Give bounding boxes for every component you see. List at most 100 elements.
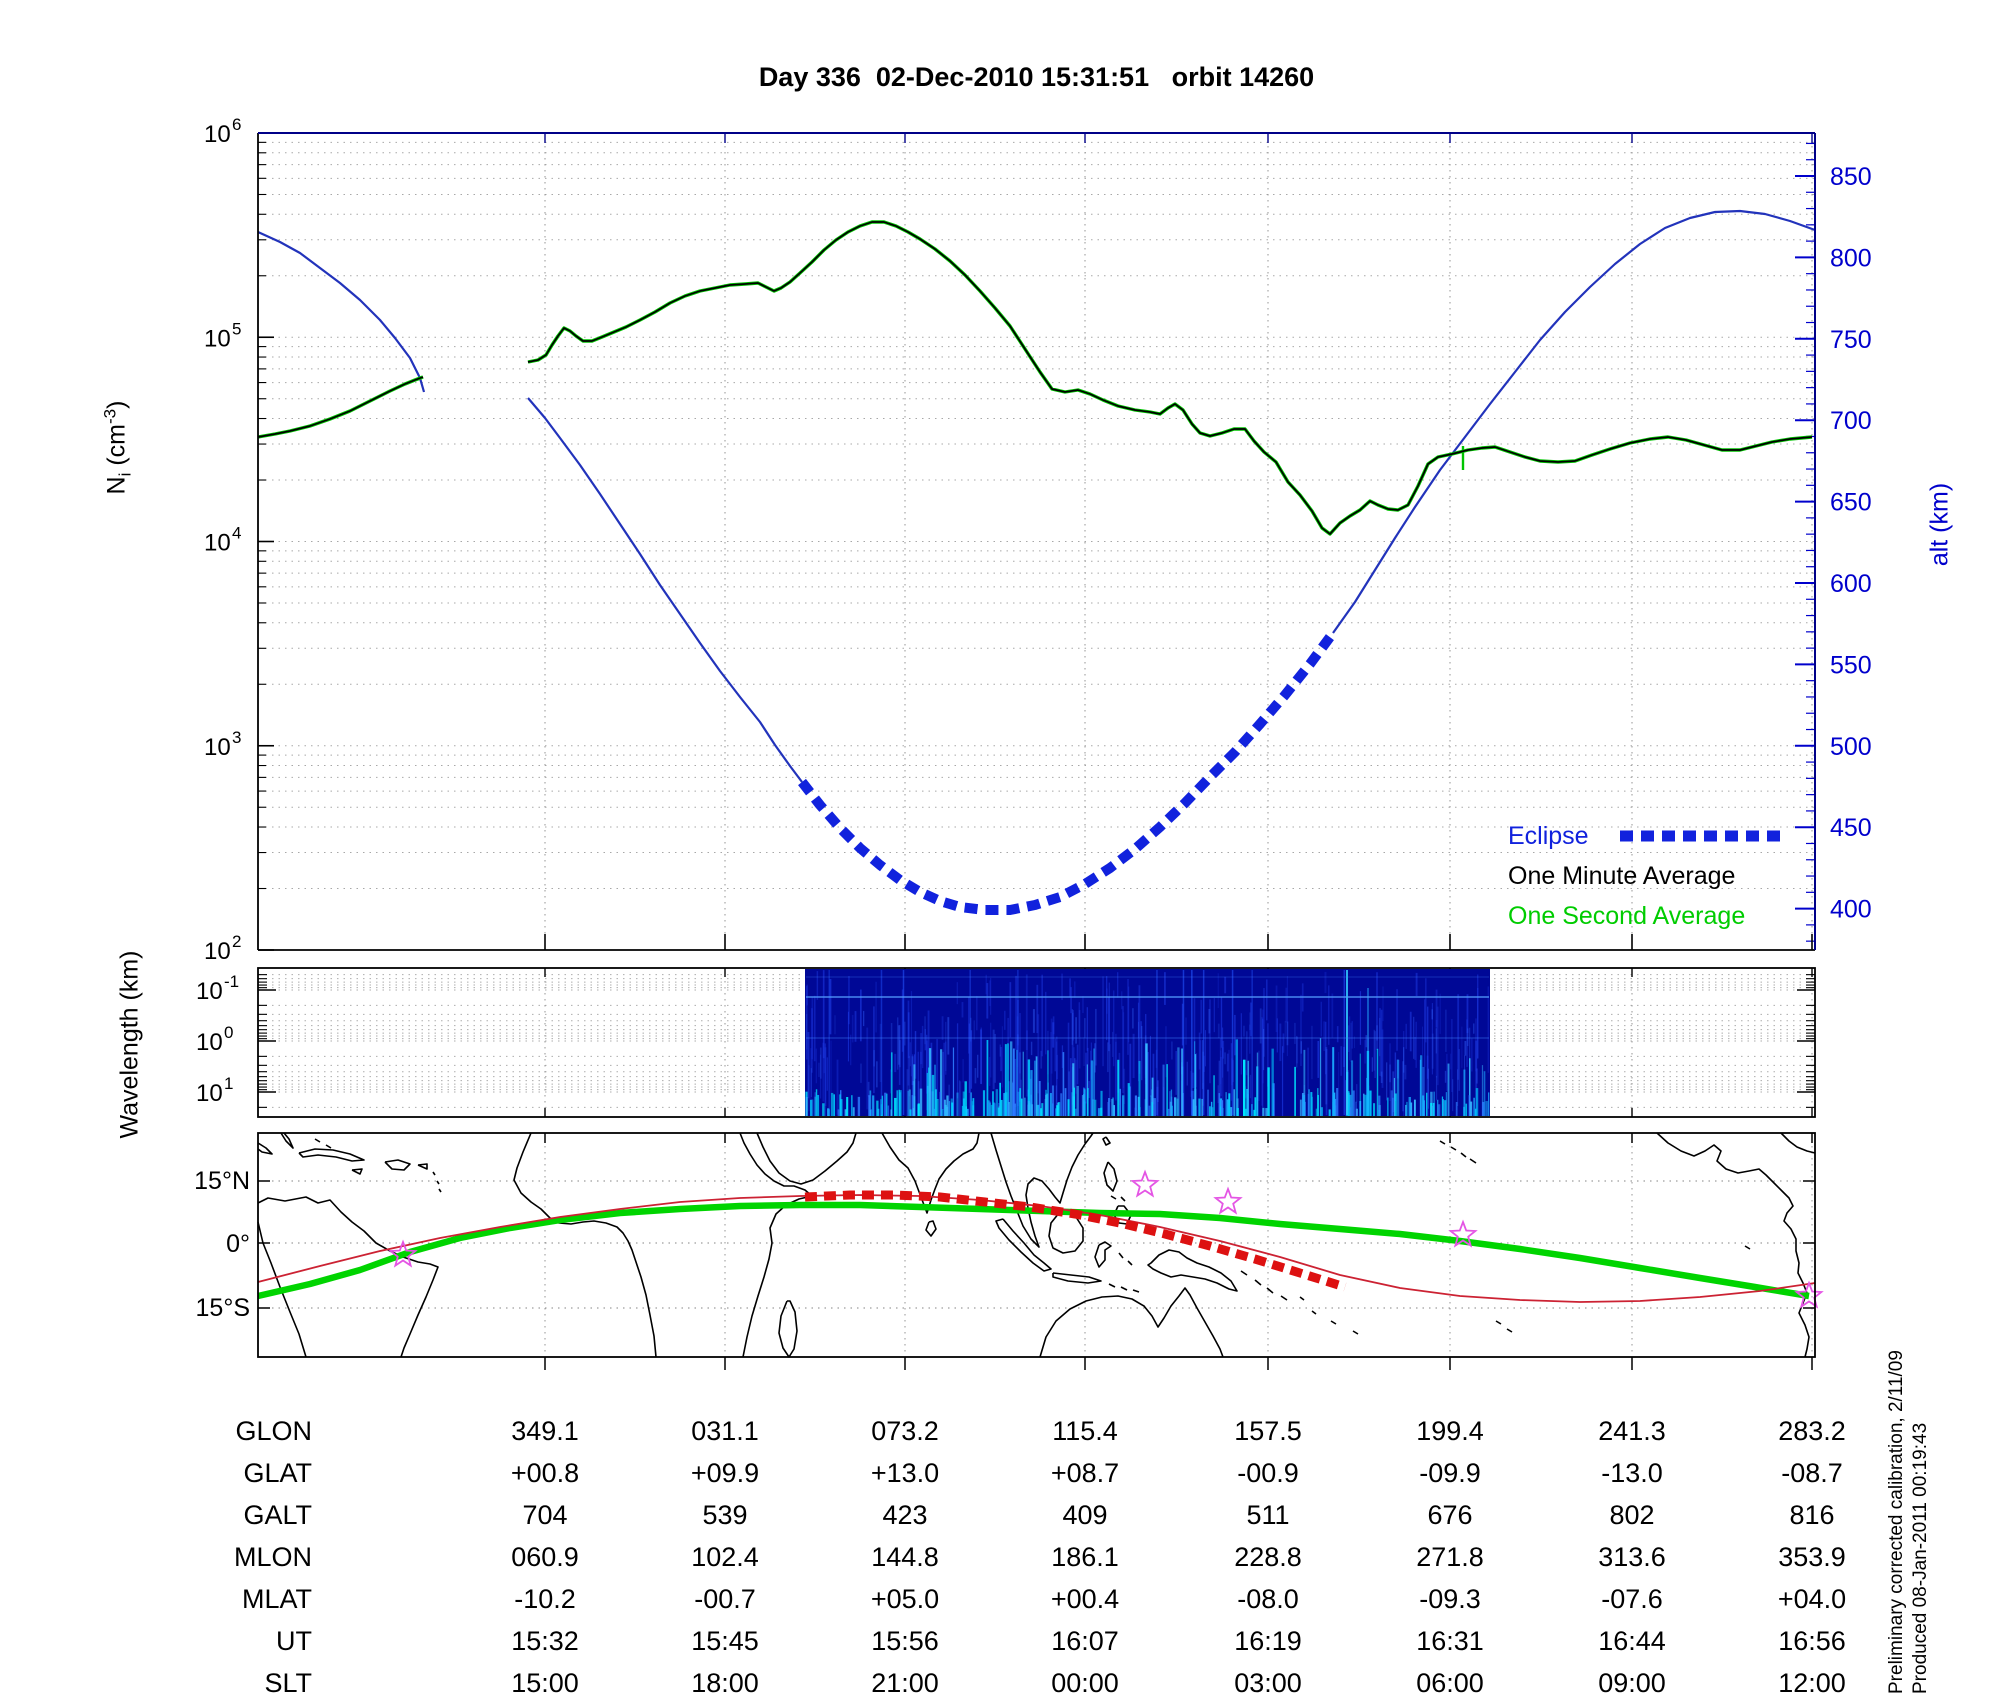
coastline	[1120, 1286, 1128, 1291]
coastline	[513, 1132, 657, 1358]
table-cell-mlon-0: 060.9	[511, 1542, 579, 1572]
table-cell-glat-4: -00.9	[1237, 1458, 1299, 1488]
map-star-marker	[388, 1239, 418, 1268]
coastline	[417, 1163, 428, 1170]
wavelength-tick-label: 10	[196, 1080, 223, 1107]
table-cell-glon-3: 115.4	[1052, 1416, 1118, 1446]
altitude-tick-label: 650	[1830, 489, 1872, 517]
table-cell-ut-3: 16:07	[1051, 1626, 1119, 1656]
coastline	[325, 1144, 332, 1149]
table-row-label-mlon: MLON	[233, 1542, 312, 1572]
table-cell-glat-2: +13.0	[870, 1458, 940, 1488]
coastline	[1147, 1249, 1238, 1292]
altitude-axis-label: alt (km)	[1925, 482, 1954, 567]
calibration-note: Preliminary corrected calibration, 2/11/…	[1886, 1350, 1907, 1694]
density-tick-exponent: 4	[232, 524, 241, 543]
table-cell-ut-6: 16:44	[1598, 1626, 1666, 1656]
legend-one-second-label: One Second Average	[1508, 902, 1746, 930]
table-cell-glon-7: 283.2	[1778, 1416, 1846, 1446]
coastline	[257, 1196, 439, 1358]
table-cell-glat-6: -13.0	[1601, 1458, 1663, 1488]
table-cell-glon-0: 349.1	[511, 1416, 579, 1446]
coastline	[1108, 1283, 1116, 1288]
table-row-label-glon: GLON	[235, 1416, 312, 1446]
coastline	[1103, 1161, 1118, 1192]
wavelength-tick-exponent: 0	[224, 1023, 233, 1042]
table-cell-slt-3: 00:00	[1051, 1668, 1119, 1698]
coastline	[257, 1221, 307, 1358]
coastline	[257, 1142, 273, 1155]
one-second-average-curve	[257, 375, 424, 439]
coastline	[1052, 1272, 1102, 1284]
spectrogram-streaks	[805, 970, 1490, 1116]
coastline	[1127, 1260, 1133, 1266]
coastline	[298, 1148, 365, 1162]
legend-eclipse-label: Eclipse	[1508, 822, 1589, 850]
coastline	[1460, 1152, 1467, 1158]
coastline	[436, 1180, 440, 1185]
table-cell-ut-1: 15:45	[691, 1626, 759, 1656]
table-cell-mlat-3: +00.4	[1050, 1584, 1120, 1614]
legend-eclipse-dash-sample	[1616, 828, 1788, 849]
coastline	[1299, 1296, 1305, 1301]
wavelength-tick-label: 10	[196, 1029, 223, 1056]
table-cell-mlon-3: 186.1	[1051, 1542, 1119, 1572]
coastline	[1240, 1270, 1248, 1276]
altitude-tick-label: 550	[1830, 651, 1872, 679]
table-cell-galt-7: 816	[1789, 1500, 1835, 1530]
table-cell-mlat-6: -07.6	[1601, 1584, 1663, 1614]
table-cell-mlon-4: 228.8	[1234, 1542, 1302, 1572]
one-minute-average-curve	[527, 221, 1813, 535]
density-tick-exponent: 2	[232, 932, 241, 951]
density-tick-exponent: 3	[232, 728, 241, 747]
coastline	[1120, 1196, 1126, 1202]
coastline	[280, 1132, 294, 1149]
table-cell-mlon-1: 102.4	[691, 1542, 759, 1572]
wavelength-axis-label: Wavelength (km)	[115, 950, 144, 1139]
table-cell-glon-5: 199.4	[1416, 1416, 1484, 1446]
altitude-curve	[527, 397, 803, 783]
coastline	[1780, 1132, 1816, 1154]
table-cell-glon-2: 073.2	[871, 1416, 939, 1446]
table-cell-ut-4: 16:19	[1234, 1626, 1302, 1656]
table-cell-mlon-6: 313.6	[1598, 1542, 1666, 1572]
table-cell-galt-6: 802	[1609, 1500, 1655, 1530]
coastline	[1094, 1241, 1112, 1268]
table-cell-galt-0: 704	[522, 1500, 568, 1530]
coastline	[1280, 1295, 1288, 1301]
coastline	[1656, 1132, 1810, 1358]
coastline	[1330, 1320, 1337, 1325]
coastline	[1495, 1320, 1502, 1325]
density-tick-label: 10	[204, 325, 231, 352]
coastline	[1352, 1330, 1359, 1335]
coastline	[1118, 1252, 1124, 1259]
altitude-tick-label: 750	[1830, 326, 1872, 354]
table-row-label-glat: GLAT	[243, 1458, 312, 1488]
map-lat-label-0: 0°	[226, 1230, 250, 1258]
wavelength-tick-exponent: -1	[224, 972, 239, 991]
coastline	[990, 1132, 1094, 1248]
map-star-marker	[1130, 1169, 1160, 1198]
table-cell-galt-4: 511	[1246, 1500, 1290, 1530]
coastline	[432, 1171, 436, 1176]
table-cell-slt-1: 18:00	[691, 1668, 759, 1698]
table-cell-mlat-1: -00.7	[694, 1584, 756, 1614]
table-cell-mlat-2: +05.0	[870, 1584, 940, 1614]
coastline	[1039, 1287, 1224, 1358]
table-cell-ut-0: 15:32	[511, 1626, 579, 1656]
legend-one-minute-label: One Minute Average	[1508, 862, 1736, 890]
altitude-tick-label: 450	[1830, 814, 1872, 842]
altitude-tick-label: 700	[1830, 407, 1872, 435]
coastline	[384, 1159, 411, 1171]
density-tick-label: 10	[204, 121, 231, 148]
density-tick-exponent: 6	[232, 115, 241, 134]
table-row-label-ut: UT	[276, 1626, 312, 1656]
map-lat-label-15n: 15°N	[194, 1167, 250, 1195]
altitude-curve	[1332, 209, 1816, 634]
coastline	[739, 1132, 813, 1358]
coastline	[1744, 1245, 1751, 1250]
table-cell-slt-2: 21:00	[871, 1668, 939, 1698]
coastline	[1110, 1195, 1117, 1200]
table-cell-ut-2: 15:56	[871, 1626, 939, 1656]
altitude-tick-label: 850	[1830, 163, 1872, 191]
